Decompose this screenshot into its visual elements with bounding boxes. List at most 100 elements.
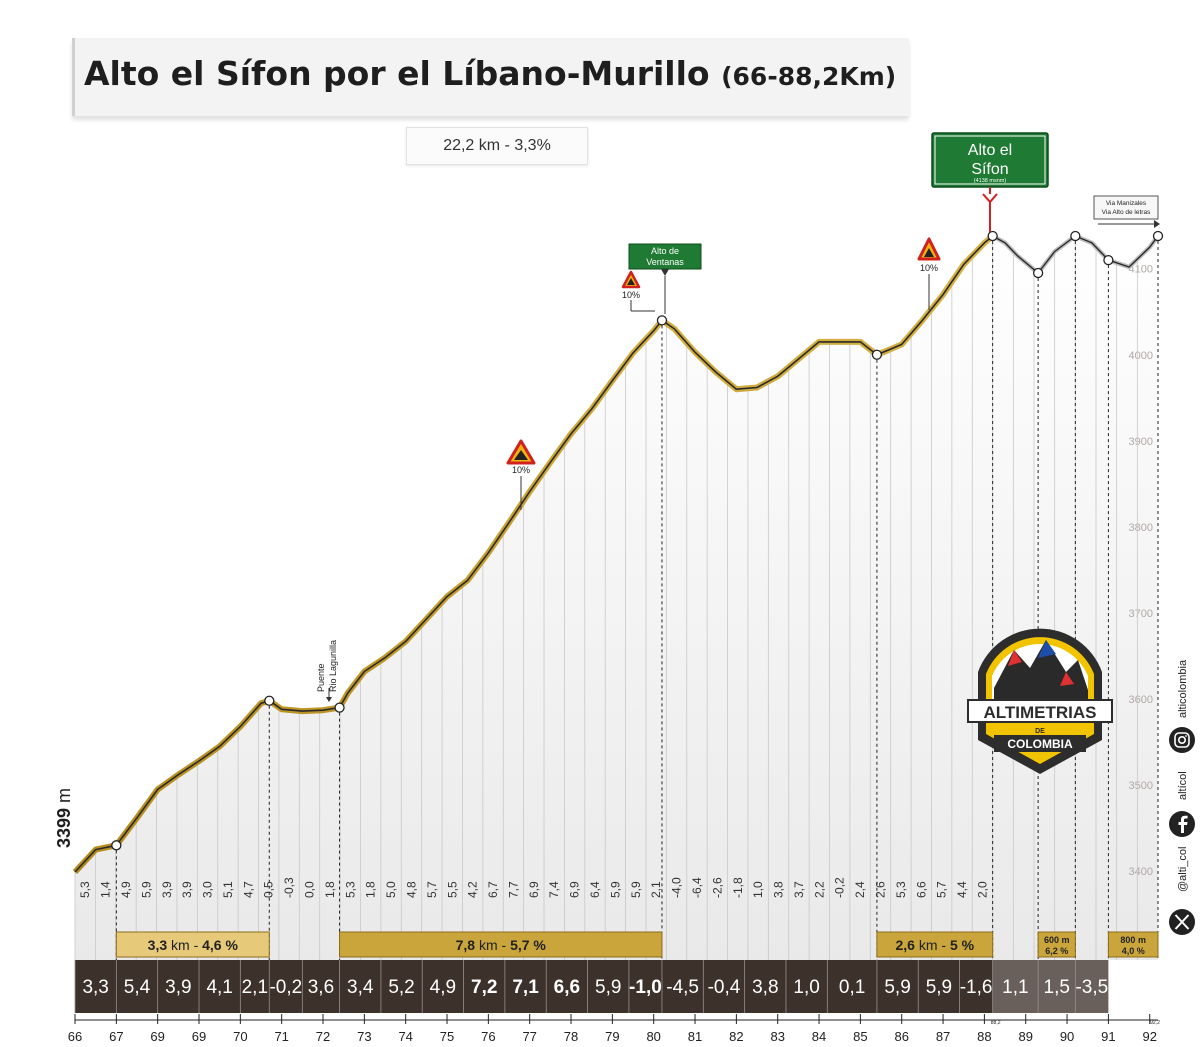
segment-gradient-label: 5,9	[926, 977, 952, 998]
segment-cell	[269, 960, 303, 1013]
km-gradient-label: 1,8	[364, 881, 378, 898]
segment-cell	[703, 960, 745, 1013]
segment-gradient-label: 2,1	[242, 977, 268, 998]
km-gradient-label: 1,4	[99, 881, 113, 898]
km-gradient-label: 4,9	[119, 881, 133, 898]
logo-line1: ALTIMETRIAS	[983, 703, 1096, 722]
start-elevation-unit: m	[54, 788, 74, 803]
x-tick-label: 81	[688, 1029, 702, 1044]
km-gradient-label: 6,4	[588, 881, 602, 898]
km-gradient-label: -6,4	[690, 877, 704, 898]
climb-boundary-marker	[1070, 230, 1081, 242]
km-gradient-label: 1,0	[751, 881, 765, 898]
climb-band	[339, 931, 663, 958]
climb-length: 600 m	[1044, 935, 1070, 945]
title-panel	[72, 38, 909, 116]
segment-gradient-label: 5,4	[124, 977, 151, 998]
sifon-sign: Alto el Sífon (4138 msnm)	[931, 132, 1049, 232]
x-tick-label: 86	[894, 1029, 908, 1044]
km-gradient-label: 6,9	[568, 881, 582, 898]
x-tick-label: 79	[605, 1029, 619, 1044]
x-tick-extra-label: 88,2	[991, 1020, 1001, 1026]
warning-sign-1: 10%	[506, 439, 536, 510]
km-gradient-label: 5,7	[425, 881, 439, 898]
km-gradient-label: -0,3	[282, 877, 296, 898]
segment-cell	[339, 960, 381, 1013]
km-gradient-label: 7,4	[547, 881, 561, 898]
segment-cell	[918, 960, 960, 1013]
km-gradient-label: 2,2	[812, 881, 826, 898]
segment-cell	[302, 960, 340, 1013]
x-tick-label: 85	[853, 1029, 867, 1044]
x-tick-label: 92	[1142, 1029, 1156, 1044]
segment-gradient-label: 0,1	[839, 977, 865, 998]
segment-gradient-label: -1,6	[960, 977, 993, 998]
km-gradient-label: 5,7	[935, 881, 949, 898]
x-tick-label: 88	[977, 1029, 991, 1044]
km-gradient-label: 4,8	[405, 881, 419, 898]
segment-cell	[587, 960, 629, 1013]
segment-gradient-label: 3,8	[752, 977, 778, 998]
y-tick-label: 3600	[1129, 694, 1153, 706]
km-gradient-label: 5,5	[445, 881, 459, 898]
x-tick-label: 72	[316, 1029, 330, 1044]
x-tick-label: 69	[192, 1029, 206, 1044]
x-tick-label: 80	[646, 1029, 660, 1044]
warning-2-label: 10%	[622, 290, 640, 300]
segment-cell	[1075, 960, 1109, 1013]
bridge-label-line1: Puente	[316, 663, 326, 692]
y-tick-label: 4000	[1129, 350, 1153, 362]
km-gradient-label: 5,1	[221, 881, 235, 898]
segment-gradient-label: 1,1	[1002, 977, 1028, 998]
x-tick-label: 90	[1060, 1029, 1074, 1044]
km-gradient-label: -0,2	[833, 877, 847, 898]
climb-boundary-marker	[1152, 230, 1164, 242]
segment-cell	[199, 960, 241, 1013]
km-gradient-label: 6,7	[486, 881, 500, 898]
km-gradient-label: 3,7	[792, 881, 806, 898]
segment-cell	[504, 960, 547, 1013]
km-gradient-label: 5,3	[343, 881, 357, 898]
profile-line	[74, 235, 994, 873]
ventanas-line2: Ventanas	[646, 257, 684, 267]
km-gradient-label: -4,0	[670, 877, 684, 898]
climb-band	[1107, 931, 1159, 958]
climb-boundary-marker	[871, 349, 883, 360]
profile-fill	[75, 236, 1158, 960]
segment-gradient-label: 1,0	[793, 977, 819, 998]
km-gradient-label: 1,8	[323, 881, 337, 898]
segment-cell	[661, 960, 704, 1013]
km-gradient-label: 5,0	[384, 881, 398, 898]
segment-gradient-label: -3,5	[1075, 977, 1108, 998]
x-tick-label: 82	[729, 1029, 743, 1044]
warning-sign-3: 10%	[917, 237, 941, 310]
segment-cell	[959, 960, 993, 1013]
road-sign-line2: Via Alto de letras	[1102, 209, 1151, 216]
x-tick-label: 75	[440, 1029, 454, 1044]
segment-cell	[785, 960, 828, 1013]
x-tick-label: 83	[770, 1029, 784, 1044]
segment-cell	[463, 960, 505, 1013]
page-title: Alto el Sífon por el Líbano-Murillo (66-…	[84, 54, 896, 93]
x-tick-label: 74	[398, 1029, 412, 1044]
km-gradient-label: 2,6	[874, 881, 888, 898]
warning-3-label: 10%	[920, 263, 938, 273]
km-gradient-label: 3,9	[180, 881, 194, 898]
sifon-line1: Alto el	[968, 142, 1012, 159]
x-tick-label: 67	[109, 1029, 123, 1044]
climb-boundary-marker	[334, 702, 345, 713]
segment-gradient-label: -0,2	[269, 977, 302, 998]
km-gradient-label: 4,4	[955, 881, 969, 898]
segment-gradient-label: 3,6	[308, 977, 334, 998]
x-tick-label: 84	[812, 1029, 826, 1044]
km-gradient-label: 3,8	[772, 881, 786, 898]
title-range: (66-88,2Km)	[721, 62, 897, 91]
segment-cell	[1038, 960, 1076, 1013]
x-tick-label: 73	[357, 1029, 371, 1044]
segment-gradient-label: 4,9	[430, 977, 456, 998]
segment-cell	[628, 960, 662, 1013]
km-gradient-label: 5,3	[894, 881, 908, 898]
km-gradient-label: 6,6	[914, 881, 928, 898]
logo-line2: DE	[1035, 728, 1045, 735]
x-tick-label: 91	[1101, 1029, 1115, 1044]
